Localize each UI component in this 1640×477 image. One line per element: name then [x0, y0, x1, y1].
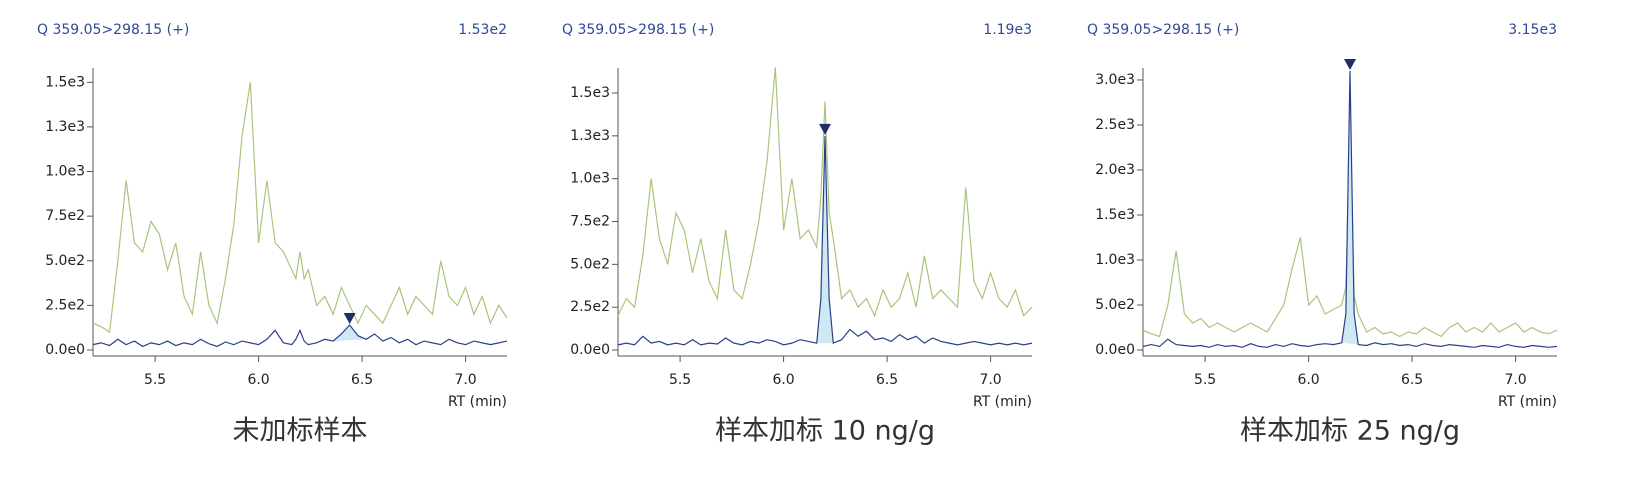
y-tick-label: 1.3e3: [45, 119, 85, 135]
header-right: 1.53e2: [458, 22, 507, 38]
y-tick-label: 1.5e3: [570, 85, 610, 101]
x-tick-label: 7.0: [1504, 372, 1526, 388]
peak-marker: [1344, 58, 1356, 70]
peak-area: [1341, 70, 1359, 345]
y-tick-label: 3.0e3: [1095, 72, 1135, 88]
y-tick-label: 1.3e3: [570, 128, 610, 144]
header-right: 1.19e3: [983, 22, 1032, 38]
x-axis-label: RT (min): [973, 394, 1032, 410]
y-tick-label: 0.0e0: [1095, 342, 1135, 358]
y-tick-label: 5.0e2: [1095, 297, 1135, 313]
x-tick-label: 7.0: [979, 372, 1001, 388]
x-tick-label: 6.5: [876, 372, 898, 388]
y-tick-label: 0.0e0: [570, 342, 610, 358]
y-tick-label: 2.5e2: [45, 297, 85, 313]
x-tick-label: 5.5: [669, 372, 691, 388]
header-left: Q 359.05>298.15 (+): [37, 22, 189, 38]
x-tick-label: 5.5: [144, 372, 166, 388]
x-tick-label: 6.5: [351, 372, 373, 388]
peak-marker: [343, 313, 356, 325]
x-tick-label: 6.0: [772, 372, 794, 388]
peak-marker: [819, 123, 831, 135]
peak-area: [816, 135, 834, 344]
header-right: 3.15e3: [1508, 22, 1557, 38]
x-axis-label: RT (min): [1498, 394, 1557, 410]
x-tick-label: 6.0: [247, 372, 269, 388]
x-tick-label: 6.0: [1297, 372, 1319, 388]
caption: 样本加标 25 ng/g: [1240, 416, 1460, 447]
y-tick-label: 1.5e3: [45, 74, 85, 90]
header-left: Q 359.05>298.15 (+): [562, 22, 714, 38]
trace: [1142, 70, 1558, 348]
y-tick-label: 7.5e2: [570, 214, 610, 230]
header-left: Q 359.05>298.15 (+): [1087, 22, 1239, 38]
caption: 未加标样本: [233, 416, 368, 447]
trace: [92, 324, 508, 348]
y-tick-label: 2.0e3: [1095, 162, 1135, 178]
y-tick-label: 1.0e3: [570, 171, 610, 187]
y-tick-label: 1.5e3: [1095, 207, 1135, 223]
y-tick-label: 0.0e0: [45, 342, 85, 358]
y-tick-label: 1.0e3: [45, 164, 85, 180]
trace: [617, 135, 1033, 346]
y-tick-label: 2.5e2: [570, 299, 610, 315]
caption: 样本加标 10 ng/g: [715, 416, 935, 447]
x-axis-label: RT (min): [448, 394, 507, 410]
x-tick-label: 7.0: [454, 372, 476, 388]
y-tick-label: 2.5e3: [1095, 117, 1135, 133]
peak-area: [333, 325, 367, 342]
x-tick-label: 6.5: [1401, 372, 1423, 388]
y-tick-label: 7.5e2: [45, 208, 85, 224]
y-tick-label: 5.0e2: [45, 253, 85, 269]
y-tick-label: 1.0e3: [1095, 252, 1135, 268]
x-tick-label: 5.5: [1194, 372, 1216, 388]
trace: [617, 67, 1033, 318]
y-tick-label: 5.0e2: [570, 256, 610, 272]
trace: [92, 82, 508, 334]
